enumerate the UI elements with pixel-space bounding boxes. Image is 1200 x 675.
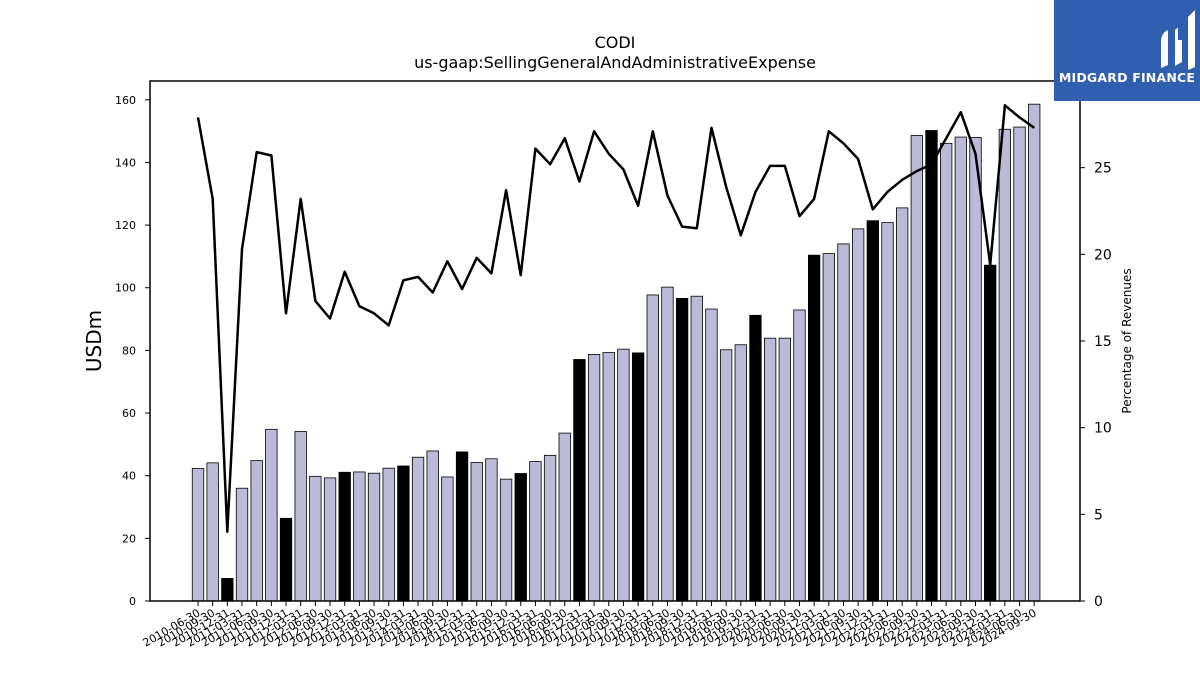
bar [485, 458, 498, 602]
bar [367, 472, 381, 602]
bar [617, 348, 630, 602]
y-tick-label: 80 [122, 344, 136, 357]
bar [837, 243, 850, 602]
bar [954, 136, 967, 602]
percentage-line [196, 104, 1035, 533]
bar [719, 349, 733, 602]
bar [778, 337, 791, 602]
y2-axis-label: Percentage of Revenues [1120, 268, 1134, 413]
bar [896, 207, 909, 602]
bar [734, 344, 747, 602]
bar [323, 477, 337, 602]
bar-series [191, 103, 1041, 602]
brand-badge: MIDGARD FINANCE [1054, 0, 1200, 101]
bar [969, 136, 982, 602]
y-tick-label: 160 [115, 94, 136, 107]
chart-subtitle: us-gaap:SellingGeneralAndAdministrativeE… [414, 53, 816, 72]
y2-tick-label: 0 [1094, 594, 1103, 610]
y2-tick-label: 5 [1094, 507, 1103, 523]
y2-tick-label: 20 [1094, 247, 1112, 263]
bar [1013, 126, 1026, 602]
bar [646, 294, 659, 602]
bar [763, 337, 777, 602]
bar [265, 428, 278, 602]
bar [998, 128, 1011, 602]
bar [675, 297, 689, 602]
bar [411, 456, 425, 602]
bar [866, 220, 879, 602]
bar [587, 354, 601, 602]
bar [206, 462, 219, 602]
y-tick-label: 140 [115, 156, 136, 169]
bar [338, 471, 351, 602]
y2-tick-label: 15 [1094, 334, 1112, 350]
bar [822, 253, 835, 602]
bar [514, 473, 527, 602]
bar [631, 352, 645, 602]
bar [279, 517, 293, 602]
bar [543, 454, 557, 602]
y2-tick-label: 25 [1094, 161, 1112, 177]
bar [573, 359, 586, 602]
brand-name: MIDGARD FINANCE [1058, 70, 1196, 85]
y-tick-label: 0 [129, 595, 136, 608]
y-tick-label: 120 [115, 219, 136, 232]
bar [852, 228, 865, 602]
bar [499, 478, 513, 602]
bar [910, 135, 923, 602]
bar [529, 461, 542, 602]
bar [602, 352, 615, 602]
line-series [196, 104, 1035, 533]
bar [925, 130, 938, 602]
bar [309, 475, 322, 602]
bar [690, 295, 703, 602]
x-axis: 2010-06-302010-09-302010-12-312011-03-31… [141, 601, 1039, 650]
bar [235, 487, 249, 602]
bar [221, 578, 234, 602]
bar [705, 308, 718, 602]
y-axis-label: USDm [82, 310, 106, 372]
bar [558, 432, 571, 602]
bar [749, 314, 762, 602]
bar [441, 476, 454, 602]
bar [940, 142, 953, 602]
bar [353, 471, 366, 602]
plot-frame [149, 80, 1081, 602]
y-tick-label: 20 [122, 532, 136, 545]
bar [881, 222, 894, 602]
bar [397, 465, 410, 602]
bar [470, 462, 483, 602]
y-axis-left: 0 20 40 60 80 100 120 140 160 [115, 94, 150, 608]
bar [426, 450, 439, 602]
bar [807, 254, 821, 602]
chart-title: CODI [594, 33, 636, 52]
y-tick-label: 40 [122, 470, 136, 483]
bar [191, 468, 205, 602]
bar [984, 264, 997, 602]
bar [250, 460, 263, 602]
bar [455, 451, 469, 602]
bar [294, 431, 307, 602]
y-tick-label: 100 [115, 282, 136, 295]
bar [1028, 103, 1041, 602]
y-axis-right: 0 5 10 15 20 25 [1080, 161, 1112, 610]
y-tick-label: 60 [122, 407, 136, 420]
bar [661, 286, 674, 602]
bar [793, 309, 806, 602]
midgard-logo-icon [1161, 10, 1195, 70]
y2-tick-label: 10 [1094, 421, 1112, 437]
bar [382, 467, 395, 602]
